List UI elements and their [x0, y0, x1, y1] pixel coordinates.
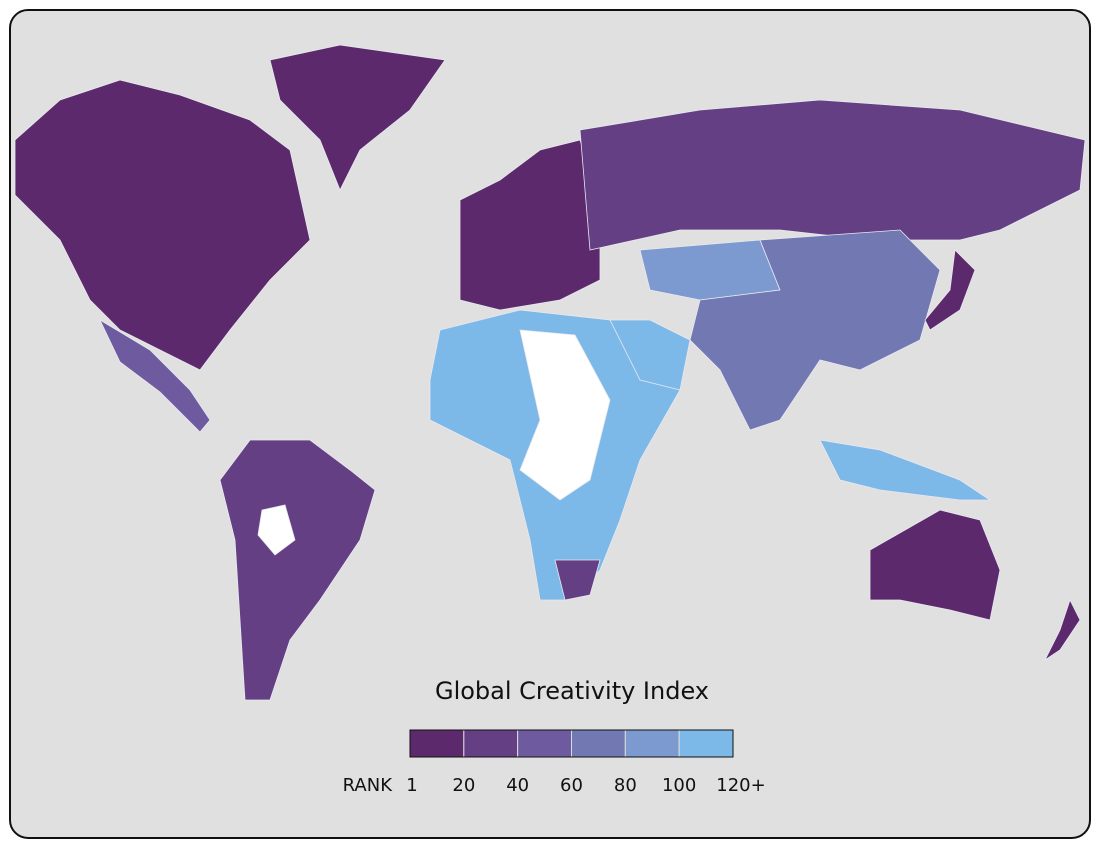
- map-title: Global Creativity Index: [435, 677, 709, 705]
- north-asia: [579, 99, 1086, 251]
- legend-swatch: [463, 729, 519, 758]
- legend-tick-label: 1: [406, 775, 417, 796]
- legend-tick-label: 80: [614, 775, 637, 796]
- south-east-asia: [689, 229, 941, 431]
- north-america: [14, 79, 311, 371]
- central-asia: [639, 239, 781, 301]
- legend-swatch: [571, 729, 626, 758]
- legend-tick-label: 120+: [716, 775, 765, 796]
- legend-swatch: [517, 729, 573, 758]
- legend-tick-label: 100: [662, 775, 696, 796]
- central-america: [99, 318, 211, 433]
- australia: [869, 509, 1001, 621]
- central-africa: [519, 329, 611, 501]
- new-zealand: [1043, 598, 1081, 662]
- legend-tick-label: 60: [560, 775, 583, 796]
- bolivia: [257, 504, 296, 556]
- countries: [14, 44, 1086, 701]
- legend: RANK 1 20 40 60 80 100 120+: [343, 729, 766, 796]
- legend-border: [409, 729, 734, 758]
- legend-label: RANK: [343, 775, 394, 796]
- legend-swatch: [678, 729, 734, 758]
- japan: [924, 249, 976, 331]
- southern-africa: [554, 559, 601, 601]
- legend-tick-label: 40: [506, 775, 529, 796]
- indonesia: [819, 439, 992, 501]
- greenland: [269, 44, 446, 191]
- legend-swatch: [409, 729, 465, 758]
- south-america: [219, 439, 376, 701]
- legend-swatch: [624, 729, 680, 758]
- legend-tick-label: 20: [452, 775, 475, 796]
